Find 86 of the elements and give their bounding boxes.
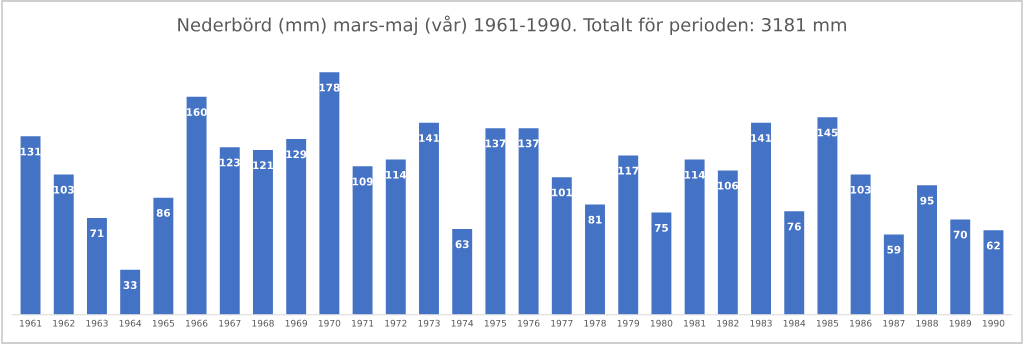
bar <box>784 211 805 315</box>
x-tick-label: 1963 <box>86 319 108 327</box>
x-tick-label: 1980 <box>650 319 673 327</box>
bar <box>219 147 240 315</box>
data-label: 76 <box>787 222 801 231</box>
bar <box>983 230 1004 315</box>
x-tick-label: 1966 <box>186 319 208 327</box>
bar <box>585 204 605 315</box>
data-label: 137 <box>518 139 539 148</box>
data-label: 114 <box>386 170 407 179</box>
data-label: 103 <box>54 185 74 194</box>
bar <box>817 117 838 315</box>
x-tick-label: 1965 <box>152 319 175 327</box>
data-label: 70 <box>953 230 967 239</box>
x-tick-label: 1985 <box>816 319 839 327</box>
x-tick-label: 1982 <box>717 319 739 327</box>
x-tick-label: 1969 <box>285 319 308 327</box>
data-label: 75 <box>654 224 668 232</box>
x-tick-label: 1971 <box>352 319 374 327</box>
x-tick-label: 1988 <box>916 319 938 327</box>
bar <box>883 234 904 315</box>
data-label: 160 <box>186 108 207 117</box>
data-label: 141 <box>419 134 440 142</box>
bar <box>485 128 506 315</box>
x-tick-label: 1967 <box>219 319 241 327</box>
bar <box>120 269 141 315</box>
x-tick-label: 1961 <box>20 319 42 327</box>
x-tick-label: 1986 <box>850 319 872 327</box>
bar <box>419 122 439 315</box>
data-label: 33 <box>123 281 137 289</box>
bar <box>352 166 373 315</box>
bar <box>286 139 307 315</box>
x-tick-label: 1962 <box>53 319 75 327</box>
data-label: 114 <box>684 170 706 179</box>
data-label: 71 <box>90 229 104 238</box>
bar <box>53 174 74 315</box>
bar <box>751 122 771 315</box>
data-label: 95 <box>920 196 934 205</box>
data-label: 121 <box>253 161 274 169</box>
bar <box>950 219 971 315</box>
data-label: 106 <box>718 181 739 190</box>
bar <box>717 170 738 315</box>
bar <box>651 212 672 315</box>
x-tick-label: 1984 <box>783 319 806 327</box>
data-label: 131 <box>20 147 41 156</box>
chart-title: Nederbörd (mm) mars-maj (vår) 1961-1990. Totalt för perioden: 3181 mm <box>178 15 846 36</box>
data-label: 141 <box>751 134 772 142</box>
x-tick-label: 1977 <box>551 319 573 327</box>
bar <box>87 218 107 315</box>
bar <box>850 174 871 315</box>
bar <box>385 159 406 315</box>
data-label: 59 <box>887 245 901 254</box>
x-tick-label: 1981 <box>684 319 706 327</box>
x-tick-label: 1978 <box>584 319 606 327</box>
bar <box>186 96 207 315</box>
x-tick-label: 1983 <box>750 319 772 327</box>
data-label: 101 <box>552 188 572 197</box>
data-label: 62 <box>986 241 1000 250</box>
x-tick-label: 1973 <box>418 319 440 327</box>
bar <box>917 185 937 315</box>
bar <box>253 149 273 315</box>
bar <box>319 72 340 315</box>
x-tick-label: 1979 <box>617 319 640 327</box>
x-tick-label: 1974 <box>451 319 474 327</box>
data-label: 81 <box>588 215 602 224</box>
x-tick-label: 1989 <box>949 319 972 327</box>
x-tick-label: 1968 <box>252 319 274 327</box>
bar <box>452 228 473 315</box>
x-tick-label: 1987 <box>883 319 905 327</box>
x-tick-label: 1990 <box>982 319 1005 327</box>
x-tick-label: 1976 <box>518 319 540 327</box>
bar <box>551 177 572 315</box>
x-tick-label: 1975 <box>484 319 507 327</box>
bar <box>153 197 174 315</box>
bar <box>20 136 41 315</box>
bar <box>618 155 639 315</box>
bar <box>518 128 539 315</box>
x-tick-label: 1964 <box>119 319 142 327</box>
bar <box>684 159 705 315</box>
data-label: 86 <box>156 208 171 217</box>
x-tick-label: 1972 <box>385 319 407 327</box>
data-label: 123 <box>220 158 240 167</box>
data-label: 109 <box>352 177 373 186</box>
x-tick-label: 1970 <box>318 319 341 327</box>
data-label: 103 <box>850 185 871 194</box>
data-label: 63 <box>455 240 469 249</box>
